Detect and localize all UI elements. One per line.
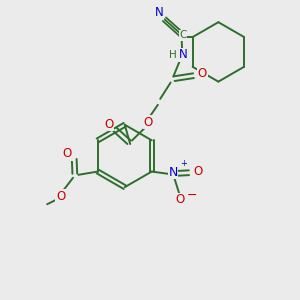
Text: C: C: [179, 30, 187, 40]
Text: O: O: [56, 190, 65, 203]
Text: +: +: [180, 159, 187, 168]
Text: N: N: [155, 6, 164, 19]
Text: H: H: [169, 50, 177, 60]
Text: N: N: [178, 48, 187, 62]
Text: O: O: [63, 147, 72, 160]
Text: O: O: [193, 165, 203, 178]
Text: −: −: [187, 189, 197, 202]
Text: O: O: [143, 116, 153, 129]
Text: O: O: [198, 67, 207, 80]
Text: O: O: [104, 118, 113, 130]
Text: N: N: [169, 166, 178, 178]
Text: O: O: [175, 193, 184, 206]
